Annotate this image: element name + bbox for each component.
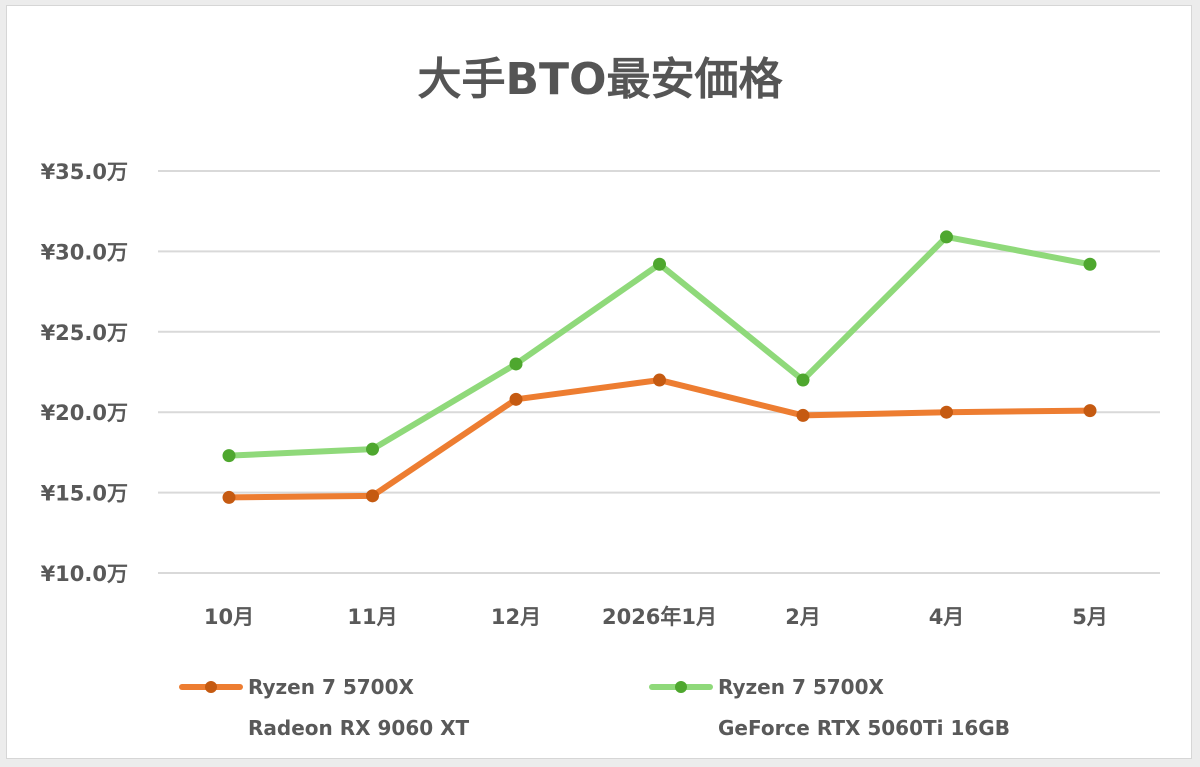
data-point: [940, 405, 953, 419]
data-point: [653, 257, 666, 271]
legend: Ryzen 7 5700X Radeon RX 9060 XT Ryzen 7 57…: [179, 675, 1010, 740]
x-tick-label: 11月: [347, 605, 397, 629]
series-points: [222, 230, 1097, 504]
data-point: [509, 357, 523, 371]
chart-title: 大手BTO最安価格: [418, 54, 784, 105]
x-tick-label: 2026年1月: [602, 605, 717, 629]
data-point: [940, 230, 953, 244]
data-point: [796, 373, 810, 387]
y-tick-label: ¥15.0万: [41, 482, 128, 506]
data-point: [222, 490, 236, 504]
y-tick-label: ¥30.0万: [41, 240, 128, 264]
y-tick-label: ¥35.0万: [41, 160, 128, 184]
legend-label-line2: GeForce RTX 5060Ti 16GB: [718, 716, 1010, 740]
y-axis-ticks: ¥10.0万 ¥15.0万 ¥20.0万 ¥25.0万 ¥30.0万 ¥35.0万: [41, 160, 128, 586]
data-point: [366, 442, 379, 456]
x-tick-label: 2月: [785, 605, 821, 629]
data-point: [509, 392, 523, 406]
y-tick-label: ¥10.0万: [41, 562, 128, 586]
series-line-1: [226, 377, 1093, 501]
x-tick-label: 5月: [1072, 605, 1108, 629]
x-axis-ticks: 10月 11月 12月 2026年1月 2月 4月 5月: [204, 605, 1108, 629]
data-point: [653, 373, 666, 387]
y-tick-label: ¥20.0万: [41, 401, 128, 425]
y-tick-label: ¥25.0万: [41, 321, 128, 345]
x-tick-label: 4月: [929, 605, 965, 629]
data-point: [1083, 404, 1097, 418]
x-tick-label: 10月: [204, 605, 254, 629]
data-point: [222, 449, 236, 463]
legend-label-line1: Ryzen 7 5700X: [718, 675, 884, 699]
legend-label-line2: Radeon RX 9060 XT: [248, 716, 470, 740]
series-lines: [226, 233, 1093, 501]
chart-frame: [6, 5, 1192, 759]
legend-marker-1: [205, 681, 217, 693]
legend-marker-2: [675, 681, 687, 693]
x-tick-label: 12月: [491, 605, 541, 629]
data-point: [366, 489, 379, 503]
legend-label-line1: Ryzen 7 5700X: [248, 675, 414, 699]
data-point: [1083, 257, 1097, 271]
grid-lines: [158, 170, 1160, 574]
data-point: [796, 408, 810, 422]
